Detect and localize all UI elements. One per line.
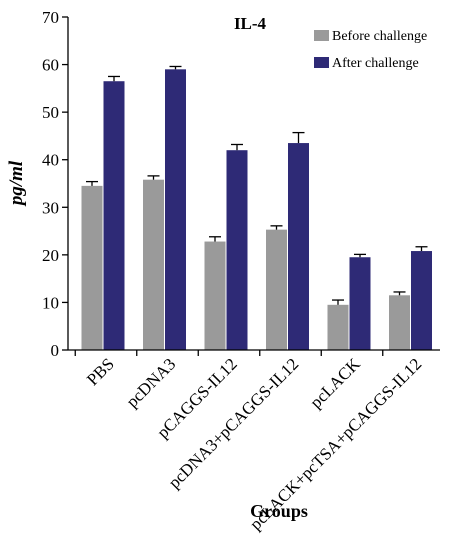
y-tick-label: 10 [42, 293, 59, 312]
bar-before-challenge-pcdna3-pcaggs-il12 [266, 229, 287, 350]
bar-after-challenge-pcdna3-pcaggs-il12 [288, 143, 309, 350]
bar-before-challenge-pcaggs-il12 [204, 241, 226, 350]
bar-after-challenge-pclack-pctsa-pcaggs-il12 [411, 251, 432, 350]
y-tick-label: 70 [42, 8, 59, 27]
bar-after-challenge-pcaggs-il12 [226, 150, 248, 350]
y-axis-title: pg/ml [6, 160, 27, 207]
x-category-label-pbs: PBS [83, 354, 118, 389]
bar-before-challenge-pcdna3 [143, 179, 164, 350]
bar-before-challenge-pbs [81, 185, 103, 350]
legend: Before challenge After challenge [314, 29, 427, 71]
axes-layer [67, 17, 440, 351]
legend-swatch-after-challenge [314, 57, 329, 68]
error-bars-layer [86, 65, 428, 305]
bar-after-challenge-pclack [349, 257, 371, 350]
legend-label-after-challenge: After challenge [332, 56, 419, 71]
bar-after-challenge-pcdna3 [165, 69, 186, 350]
bar-before-challenge-pclack [327, 304, 349, 350]
y-tick-label: 20 [42, 246, 59, 265]
x-axis-title: Groups [250, 501, 308, 521]
chart-title: IL-4 [234, 14, 267, 33]
legend-label-before-challenge: Before challenge [332, 29, 427, 44]
bar-before-challenge-pclack-pctsa-pcaggs-il12 [389, 295, 410, 350]
y-ticks-layer: 0 10 20 30 40 50 60 70 [42, 8, 68, 360]
y-tick-label: 50 [42, 103, 59, 122]
bars-layer [81, 69, 432, 350]
y-tick-label: 60 [42, 56, 59, 75]
y-tick-label: 40 [42, 151, 59, 170]
legend-swatch-before-challenge [314, 30, 329, 41]
y-tick-label: 30 [42, 198, 59, 217]
bar-after-challenge-pbs [103, 81, 125, 350]
x-category-label-pcdna3: pcDNA3 [122, 354, 179, 411]
x-category-label-pclack: pcLACK [306, 354, 364, 412]
y-tick-label: 0 [51, 341, 60, 360]
